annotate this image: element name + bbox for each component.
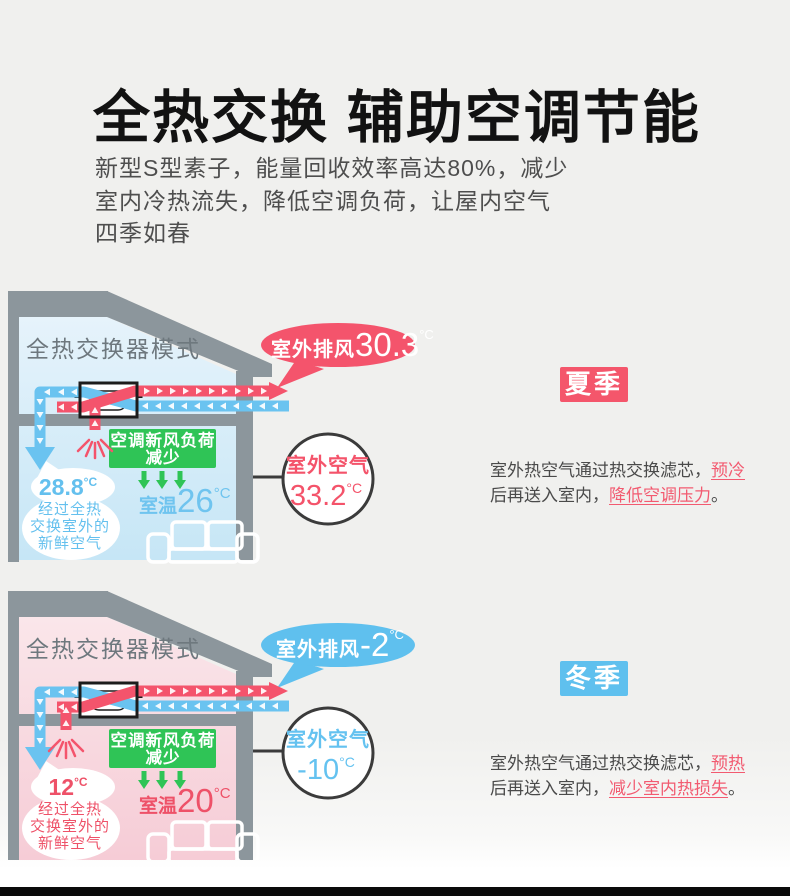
load-reduction-box: 空调新风负荷 减少 [109,729,216,789]
section-divider-bar [0,887,790,896]
fresh-air-cloud: 28.8°C 经过全热 交换室外的 新鲜空气 [22,461,120,560]
load-reduction-box: 空调新风负荷 减少 [109,429,216,489]
load-box-line1: 空调新风负荷 [111,430,216,450]
vent-icon [47,738,85,760]
summer-diagram: 全热交换器模式 空调新风负荷 减少 室温26°C 28.8°C 经过全热 交换室… [8,291,434,564]
green-down-arrows [138,471,186,489]
heat-exchanger-border [78,381,139,419]
load-box-line2: 减少 [146,747,181,767]
house-ceiling [19,414,236,426]
svg-text:交换室外的: 交换室外的 [30,817,110,835]
svg-text:室外空气: 室外空气 [286,727,370,751]
outdoor-air-circle: 室外空气 33.2°C [253,432,375,526]
heat-exchanger-border [78,681,139,719]
svg-text:室外排风30.3°C: 室外排风30.3°C [271,326,434,363]
load-box-line1: 空调新风负荷 [111,730,216,750]
house-left-wall [8,291,19,562]
fresh-air-temp: 28.8°C [39,474,98,500]
svg-text:新鲜空气: 新鲜空气 [38,835,102,852]
house-right-wall [236,371,253,560]
mode-label: 全热交换器模式 [26,336,201,362]
fresh-air-duct [25,386,289,470]
load-box-line2: 减少 [146,447,181,467]
svg-text:-10°C: -10°C [297,754,355,786]
svg-text:室外空气: 室外空气 [286,453,370,477]
winter-description: 室外热空气通过热交换滤芯，预热 后再送入室内，减少室内热损失。 [490,752,745,801]
mode-label: 全热交换器模式 [26,636,201,662]
svg-text:新鲜空气: 新鲜空气 [38,535,102,552]
summer-season-badge: 夏季 [560,367,628,402]
house-right-wall [236,671,253,860]
house-roof-slope [107,591,272,677]
svg-text:经过全热: 经过全热 [38,800,102,818]
page-subtitle: 新型S型素子，能量回收效率高达80%，减少 室内冷热流失，降低空调负荷，让屋内空… [95,152,568,250]
house-roof-flat [8,591,108,617]
desc-line: 室外热空气通过热交换滤芯，预冷 [490,461,745,480]
desc-line: 室外热空气通过热交换滤芯，预热 [490,754,745,773]
fresh-air-temp: 12°C [48,774,87,800]
subtitle-line: 室内冷热流失，降低空调负荷，让屋内空气 [95,187,551,214]
fresh-air-cloud: 12°C 经过全热 交换室外的 新鲜空气 [22,761,120,860]
svg-text:33.2°C: 33.2°C [290,480,362,512]
sofa-icon [146,820,260,860]
svg-text:交换室外的: 交换室外的 [30,517,110,535]
winter-season-badge: 冬季 [560,661,628,696]
winter-diagram: 全热交换器模式 空调新风负荷 减少 室温20°C 12°C 经过全热 交换室外的… [8,591,415,860]
green-down-arrows [138,771,186,789]
svg-text:室外排风-2°C: 室外排风-2°C [276,626,404,663]
house-roof-flat [8,291,108,317]
exhaust-bubble: 室外排风30.3°C [261,323,434,388]
subtitle-line: 四季如春 [95,220,191,246]
desc-line: 后再送入室内，降低空调压力。 [490,485,728,505]
room-temp: 室温26°C [139,482,231,519]
sofa-icon [146,520,260,564]
fresh-air-duct [25,686,289,770]
house-ceiling [19,714,236,726]
page-title: 全热交换 辅助空调节能 [93,86,701,150]
house-left-wall [8,591,19,860]
desc-line: 后再送入室内，减少室内热损失。 [490,778,745,798]
svg-text:经过全热: 经过全热 [38,500,102,518]
house-roof-slope [107,291,272,377]
room-temp: 室温20°C [139,782,231,819]
summer-description: 室外热空气通过热交换滤芯，预冷 后再送入室内，降低空调压力。 [490,459,745,508]
exhaust-bubble: 室外排风-2°C [261,623,415,688]
outdoor-air-circle: 室外空气 -10°C [253,706,375,800]
subtitle-line: 新型S型素子，能量回收效率高达80%，减少 [95,155,569,181]
vent-icon [76,438,114,460]
